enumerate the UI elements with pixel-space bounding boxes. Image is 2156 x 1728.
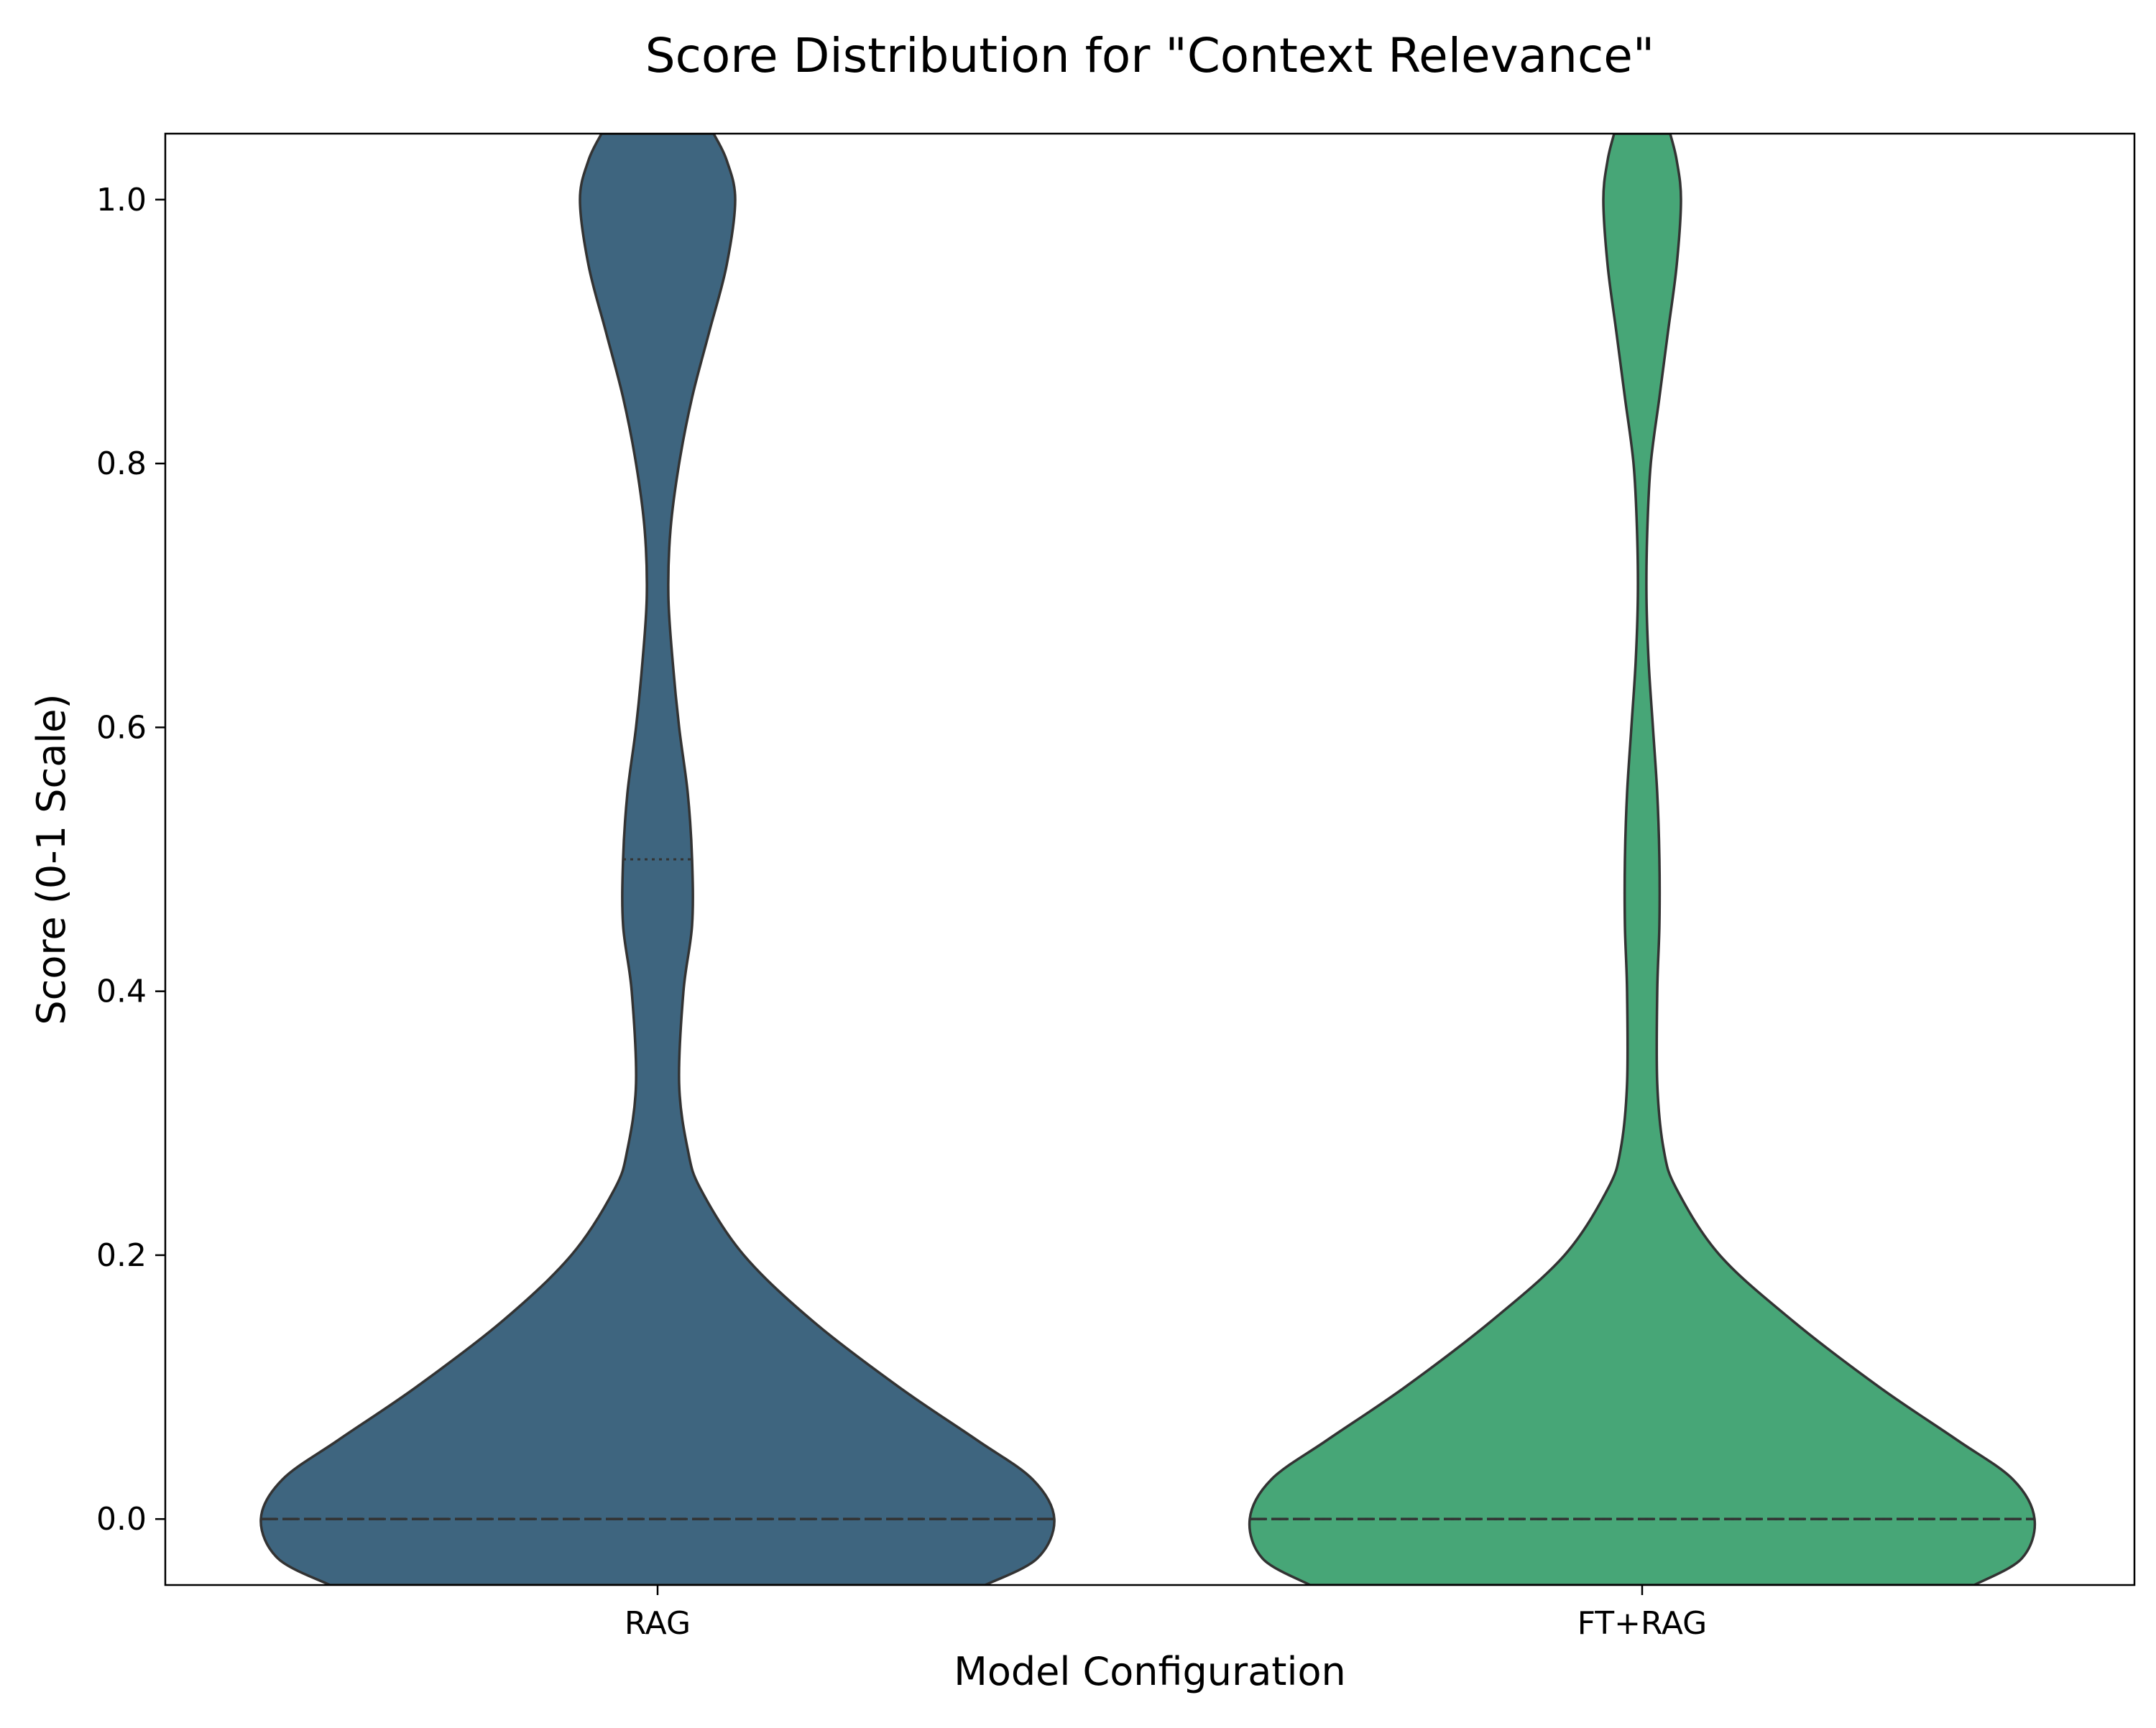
y-tick-label: 1.0 [96, 182, 147, 218]
x-tick-label: FT+RAG [1577, 1605, 1708, 1642]
x-tick-label: RAG [625, 1605, 691, 1642]
y-tick-label: 0.8 [96, 445, 147, 482]
x-axis: RAG FT+RAG [625, 1585, 1707, 1642]
y-axis-label: Score (0-1 Scale) [29, 693, 74, 1025]
y-tick-label: 0.2 [96, 1237, 147, 1274]
y-axis: 0.0 0.2 0.4 0.6 0.8 1.0 [96, 182, 165, 1538]
y-tick-label: 0.4 [96, 974, 147, 1010]
y-tick-label: 0.6 [96, 709, 147, 746]
chart-title: Score Distribution for "Context Relevanc… [645, 28, 1655, 83]
x-axis-label: Model Configuration [954, 1649, 1346, 1694]
violin-body [1248, 134, 2037, 1585]
violin-layer [259, 134, 2037, 1585]
violin-body [259, 134, 1056, 1585]
y-tick-label: 0.0 [96, 1501, 147, 1538]
plot-frame [164, 132, 2136, 1586]
